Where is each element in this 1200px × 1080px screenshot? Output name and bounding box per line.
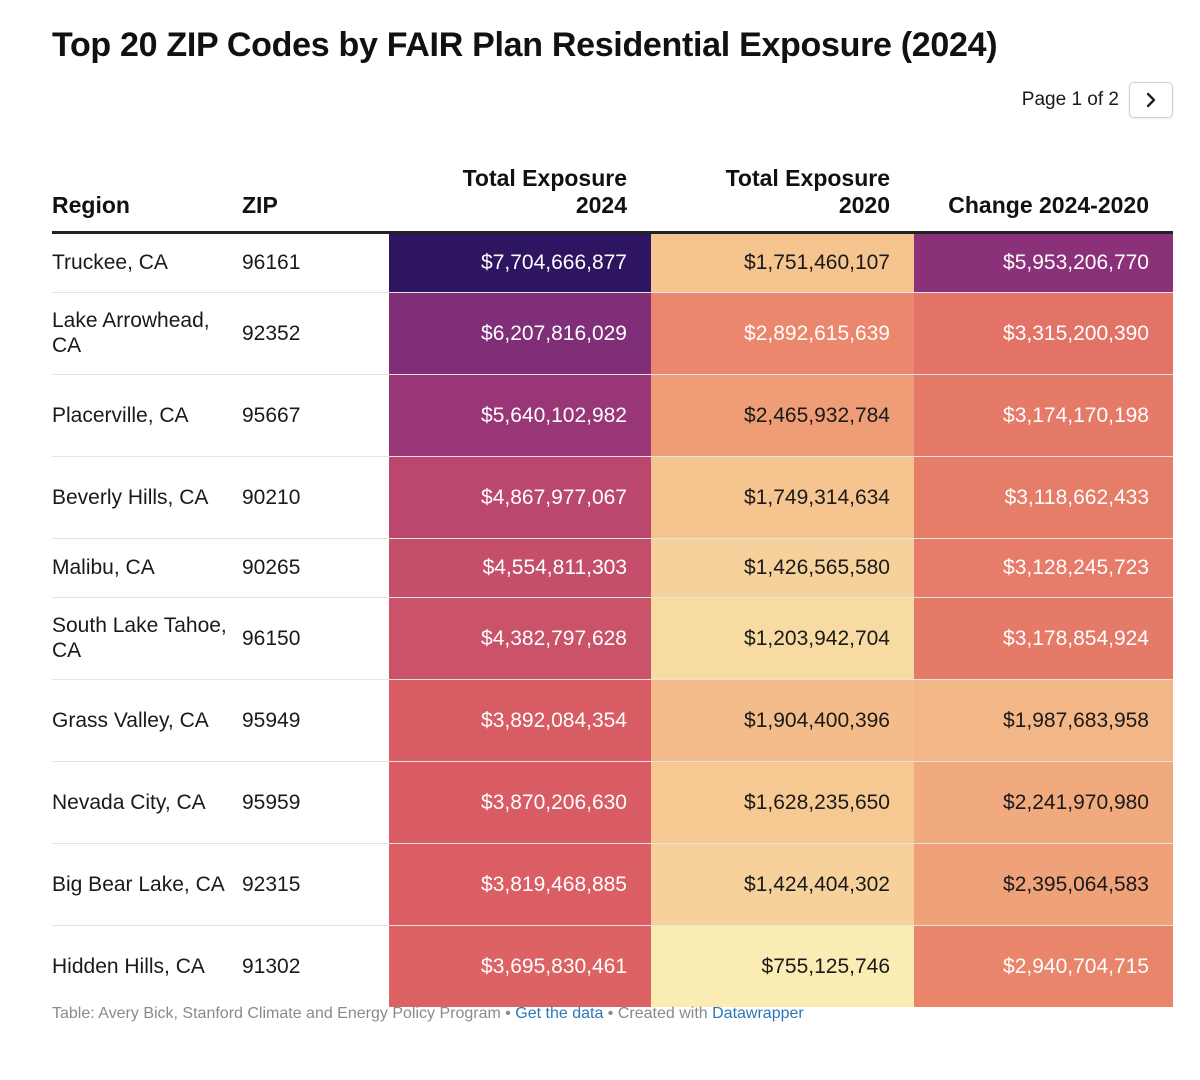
exposure-table: Region ZIP Total Exposure 2024 Total Expo… [52, 160, 1173, 1007]
change-cell: $3,178,854,924 [914, 597, 1173, 680]
exposure-2020-cell: $1,904,400,396 [651, 679, 914, 762]
exposure-2020-cell: $1,203,942,704 [651, 597, 914, 680]
exposure-2020-cell: $2,465,932,784 [651, 374, 914, 457]
change-cell: $5,953,206,770 [914, 232, 1173, 293]
region-cell: Beverly Hills, CA [52, 456, 242, 539]
zip-cell: 95959 [242, 761, 389, 844]
exposure-2020-cell: $2,892,615,639 [651, 292, 914, 375]
column-header-region[interactable]: Region [52, 160, 242, 234]
table-row: Placerville, CA 95667 $5,640,102,982 $2,465… [52, 374, 1173, 457]
table-row: Grass Valley, CA 95949 $3,892,084,354 $1,90… [52, 679, 1173, 762]
table-row: Hidden Hills, CA 91302 $3,695,830,461 $755,… [52, 925, 1173, 1007]
chart-title: Top 20 ZIP Codes by FAIR Plan Residentia… [52, 26, 998, 64]
exposure-2020-cell: $1,749,314,634 [651, 456, 914, 539]
zip-cell: 96161 [242, 232, 389, 293]
pagination: Page 1 of 2 [1022, 82, 1173, 118]
exposure-2020-cell: $755,125,746 [651, 925, 914, 1007]
exposure-2020-cell: $1,751,460,107 [651, 232, 914, 293]
region-cell: Truckee, CA [52, 232, 242, 293]
exposure-2024-cell: $3,819,468,885 [389, 843, 651, 926]
zip-cell: 92352 [242, 292, 389, 375]
table-row: Lake Arrowhead, CA 92352 $6,207,816,029 $2,… [52, 292, 1173, 375]
get-data-link[interactable]: Get the data [515, 1005, 604, 1022]
zip-cell: 90265 [242, 538, 389, 598]
region-cell: Malibu, CA [52, 538, 242, 598]
page-indicator: Page 1 of 2 [1021, 89, 1119, 110]
exposure-2024-cell: $3,892,084,354 [389, 679, 651, 762]
footer-separator: • [500, 1005, 516, 1022]
zip-cell: 95667 [242, 374, 389, 457]
change-cell: $3,128,245,723 [914, 538, 1173, 598]
source-credit: Table: Avery Bick, Stanford Climate and … [52, 1005, 501, 1022]
exposure-2024-cell: $6,207,816,029 [389, 292, 651, 375]
region-cell: Placerville, CA [52, 374, 242, 457]
datawrapper-link[interactable]: Datawrapper [712, 1005, 804, 1022]
chevron-right-icon [1146, 92, 1156, 108]
exposure-2024-cell: $5,640,102,982 [389, 374, 651, 457]
table-row: Nevada City, CA 95959 $3,870,206,630 $1,628… [52, 761, 1173, 844]
region-cell: South Lake Tahoe, CA [52, 597, 242, 680]
region-cell: Big Bear Lake, CA [52, 843, 242, 926]
column-header-zip[interactable]: ZIP [242, 160, 389, 234]
exposure-2024-cell: $7,704,666,877 [389, 232, 651, 293]
change-cell: $3,174,170,198 [914, 374, 1173, 457]
zip-cell: 91302 [242, 954, 301, 978]
change-cell: $1,987,683,958 [914, 679, 1173, 762]
column-header-exposure-2020[interactable]: Total Exposure 2020 [651, 160, 914, 234]
footer-created-with: • Created with [603, 1005, 713, 1022]
change-cell: $2,241,970,980 [914, 761, 1173, 844]
table-row: Truckee, CA 96161 $7,704,666,877 $1,751,460… [52, 232, 1173, 293]
table-row: Malibu, CA 90265 $4,554,811,303 $1,426,565,… [52, 538, 1173, 598]
zip-cell: 95949 [242, 679, 389, 762]
change-cell: $2,940,704,715 [914, 925, 1173, 1007]
exposure-2024-cell: $3,870,206,630 [389, 761, 651, 844]
zip-cell: 96150 [242, 597, 389, 680]
change-cell: $3,118,662,433 [914, 456, 1173, 539]
exposure-2024-cell: $3,695,830,461 [389, 925, 651, 1007]
exposure-2024-cell: $4,382,797,628 [389, 597, 651, 680]
exposure-2020-cell: $1,426,565,580 [651, 538, 914, 598]
region-cell: Grass Valley, CA [52, 679, 242, 762]
column-header-change[interactable]: Change 2024-2020 [914, 160, 1173, 234]
next-page-button[interactable] [1129, 82, 1173, 118]
zip-cell: 90210 [242, 456, 389, 539]
exposure-2020-cell: $1,424,404,302 [651, 843, 914, 926]
column-header-exposure-2024[interactable]: Total Exposure 2024 [389, 160, 651, 234]
table-row: Big Bear Lake, CA 92315 $3,819,468,885 $1,4… [52, 843, 1173, 926]
region-cell: Lake Arrowhead, CA [52, 292, 242, 375]
region-cell: Nevada City, CA [52, 761, 242, 844]
region-cell: Hidden Hills, CA [52, 954, 205, 978]
source-footer: Table: Avery Bick, Stanford Climate and … [52, 1005, 804, 1023]
exposure-2020-cell: $1,628,235,650 [651, 761, 914, 844]
table-row: South Lake Tahoe, CA 96150 $4,382,797,628 $… [52, 597, 1173, 680]
zip-cell: 92315 [242, 843, 389, 926]
change-cell: $3,315,200,390 [914, 292, 1173, 375]
table-row: Beverly Hills, CA 90210 $4,867,977,067 $1,7… [52, 456, 1173, 539]
table-header-row: Region ZIP Total Exposure 2024 Total Expo… [52, 160, 1173, 234]
change-cell: $2,395,064,583 [914, 843, 1173, 926]
exposure-2024-cell: $4,554,811,303 [389, 538, 651, 598]
exposure-2024-cell: $4,867,977,067 [389, 456, 651, 539]
